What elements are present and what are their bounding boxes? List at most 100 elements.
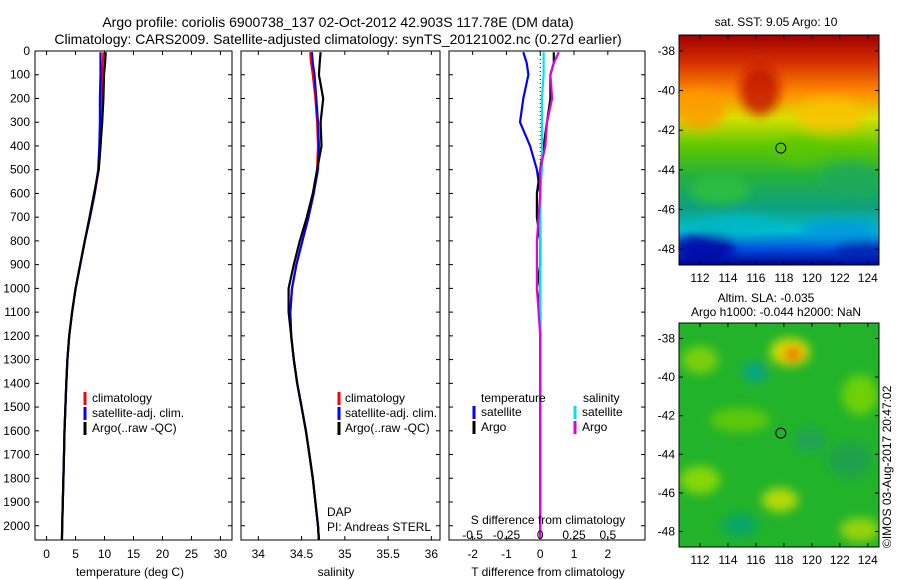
legend-label-s-satellite: satellite xyxy=(582,405,623,419)
salinity-legend: climatology satellite-adj. clim. Argo(..… xyxy=(337,391,437,435)
x-tick-label: 0 xyxy=(537,547,544,561)
x-tick-label: 34.5 xyxy=(290,547,314,561)
difference-legend: temperature salinity satellite Argo sate… xyxy=(472,391,623,434)
data-centre-label: DAP xyxy=(327,505,352,519)
depth-tick-label: 0 xyxy=(23,44,30,58)
sst-map-frame xyxy=(678,34,880,266)
map-x-tick-label: 114 xyxy=(718,553,737,567)
salinity-axes-frame xyxy=(240,50,441,541)
x-tick-label: 15 xyxy=(127,547,141,561)
map-y-tick-label: -44 xyxy=(658,163,676,177)
series-line-argo xyxy=(60,52,107,541)
temperature-x-axis: 0 5 10 15 20 25 30 xyxy=(43,51,227,561)
depth-tick-label: 1900 xyxy=(3,495,30,509)
x-tick-label: 30 xyxy=(214,547,228,561)
header-line1: Argo profile: coriolis 6900738_137 02-Oc… xyxy=(102,14,573,30)
map-x-tick-label: 124 xyxy=(858,271,878,285)
temperature-depth-axis: 0 100 200 300 400 500 600 700 800 900 1000 1100 1200… xyxy=(3,44,232,533)
temperature-profiles xyxy=(60,52,107,541)
depth-tick-label: 1600 xyxy=(3,424,30,438)
sla-map-frame xyxy=(678,322,880,548)
legend-label-s-argo: Argo xyxy=(582,420,608,434)
x-tick-label: 35 xyxy=(338,547,352,561)
sla-map-axes: 112 114 116 118 120 122 124 -38 -40 -42 -44 -46 -48 xyxy=(658,323,879,567)
s-tick-label: 0.5 xyxy=(599,528,616,542)
depth-tick-label: 1700 xyxy=(3,448,30,462)
map-x-tick-label: 124 xyxy=(858,553,878,567)
s-tick-label: 0.25 xyxy=(562,528,586,542)
x-tick-label: 1 xyxy=(571,547,578,561)
s-tick-label: -0.5 xyxy=(462,528,483,542)
x-tick-label: 20 xyxy=(156,547,170,561)
depth-tick-label: 100 xyxy=(10,68,30,82)
map-x-tick-label: 118 xyxy=(774,271,793,285)
x-tick-label: -1 xyxy=(501,547,512,561)
side-stamp: ©IMOS 03-Aug-2017 20:47:02 xyxy=(880,385,894,548)
depth-tick-label: 1500 xyxy=(3,400,30,414)
depth-tick-label: 1400 xyxy=(3,376,30,390)
sla-map-title-line1: Altim. SLA: -0.035 xyxy=(718,291,815,305)
x-tick-label: 2 xyxy=(604,547,611,561)
s-tick-label: 0 xyxy=(537,528,544,542)
map-x-tick-label: 120 xyxy=(802,271,822,285)
legend-label-argo: Argo(..raw -QC) xyxy=(345,421,430,435)
sla-map-title-line2: Argo h1000: -0.044 h2000: NaN xyxy=(691,305,861,319)
sst-map-axes: 112 114 116 118 120 122 124 -38 -40 -42 -44 -46 -48 xyxy=(658,35,879,285)
map-x-tick-label: 122 xyxy=(830,271,850,285)
s-difference-label: S difference from climatology xyxy=(471,513,626,527)
depth-tick-label: 900 xyxy=(10,258,30,272)
map-y-tick-label: -44 xyxy=(658,447,676,461)
sst-map-image xyxy=(679,35,879,265)
salinity-profiles xyxy=(287,52,325,541)
map-x-tick-label: 112 xyxy=(690,271,709,285)
map-y-tick-label: -42 xyxy=(658,123,676,137)
x-tick-label: 35.5 xyxy=(376,547,400,561)
sst-map-panel: sat. SST: 9.05 Argo: 10 112 114 116 118 120 1… xyxy=(658,15,880,285)
legend-label-argo: Argo(..raw -QC) xyxy=(92,421,177,435)
legend-label-climatology: climatology xyxy=(345,391,405,405)
map-x-tick-label: 120 xyxy=(802,553,822,567)
map-x-tick-label: 122 xyxy=(830,553,850,567)
sla-map-panel: Altim. SLA: -0.035 Argo h1000: -0.044 h2… xyxy=(658,291,880,567)
pi-label: PI: Andreas STERL xyxy=(327,520,431,534)
depth-tick-label: 1800 xyxy=(3,471,30,485)
legend-label-satellite: satellite-adj. clim. xyxy=(345,406,437,420)
map-y-tick-label: -48 xyxy=(658,242,676,256)
map-y-tick-label: -48 xyxy=(658,525,676,539)
depth-tick-label: 600 xyxy=(10,186,30,200)
map-x-tick-label: 112 xyxy=(690,553,709,567)
difference-panel: -2 -1 0 1 2 temperature salinity satellite A… xyxy=(448,50,646,579)
legend-label-t-satellite: satellite xyxy=(481,405,522,419)
temperature-legend: climatology satellite-adj. clim. Argo(..… xyxy=(83,391,184,435)
depth-tick-label: 500 xyxy=(10,163,30,177)
legend-label-t-argo: Argo xyxy=(481,420,507,434)
series-line-sal_argo xyxy=(535,51,560,540)
x-tick-label: 36 xyxy=(425,547,439,561)
depth-tick-label: 200 xyxy=(10,91,30,105)
map-x-tick-label: 116 xyxy=(746,553,765,567)
map-y-tick-label: -40 xyxy=(658,370,676,384)
map-y-tick-label: -38 xyxy=(658,331,676,345)
map-y-tick-label: -42 xyxy=(658,409,676,423)
difference-profiles xyxy=(518,51,560,540)
depth-tick-label: 700 xyxy=(10,210,30,224)
salinity-xlabel: salinity xyxy=(318,565,355,579)
map-x-tick-label: 114 xyxy=(718,271,737,285)
depth-tick-label: 1300 xyxy=(3,353,30,367)
s-difference-tick-labels: -0.5 -0.25 0 0.25 0.5 xyxy=(462,528,616,542)
map-y-tick-label: -46 xyxy=(658,486,676,500)
header-line2: Climatology: CARS2009. Satellite-adjuste… xyxy=(54,31,621,47)
map-y-tick-label: -38 xyxy=(658,44,676,58)
depth-tick-label: 1200 xyxy=(3,329,30,343)
legend-title-salinity: salinity xyxy=(583,391,620,405)
sst-map-title: sat. SST: 9.05 Argo: 10 xyxy=(715,15,838,29)
salinity-depth-ticks xyxy=(241,50,440,527)
salinity-x-axis: 34 34.5 35 35.5 36 xyxy=(252,51,439,561)
x-tick-label: 5 xyxy=(72,547,79,561)
depth-tick-label: 1100 xyxy=(4,305,30,319)
difference-depth-ticks xyxy=(449,50,645,527)
sla-map-image xyxy=(679,323,879,547)
t-difference-label: T difference from climatology xyxy=(471,565,625,579)
s-tick-label: -0.25 xyxy=(493,528,521,542)
